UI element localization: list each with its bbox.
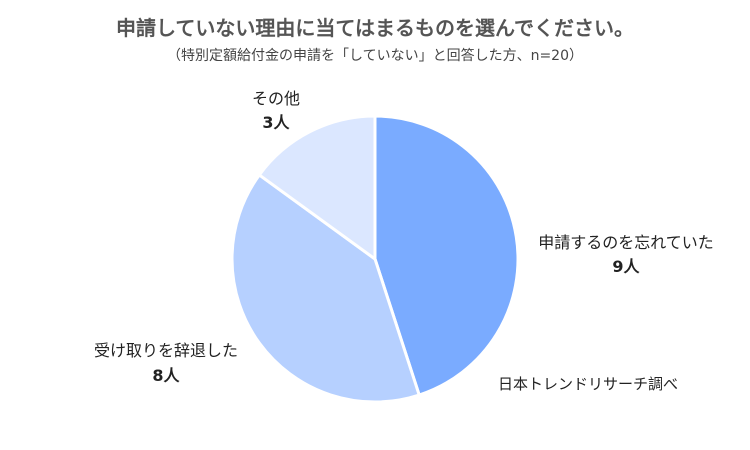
slice-label-forgot: 申請するのを忘れていた <box>538 233 714 252</box>
slice-value-declined: 8人 <box>152 366 180 385</box>
slice-label-declined: 受け取りを辞退した <box>94 341 238 360</box>
slice-label-other: その他 <box>252 89 300 108</box>
slice-declined <box>230 172 422 404</box>
chart-title: 申請していない理由に当てはまるものを選んでください。 <box>116 16 634 40</box>
slice-forgot <box>373 114 520 397</box>
slice-value-other: 3人 <box>262 113 290 132</box>
slice-value-forgot: 9人 <box>612 257 640 276</box>
chart-subtitle: （特別定額給付金の申請を「していない」と回答した方、n=20） <box>167 47 583 64</box>
slice-other <box>257 114 377 262</box>
source-note: 日本トレンドリサーチ調べ <box>498 375 678 393</box>
pie-slices <box>230 114 520 404</box>
